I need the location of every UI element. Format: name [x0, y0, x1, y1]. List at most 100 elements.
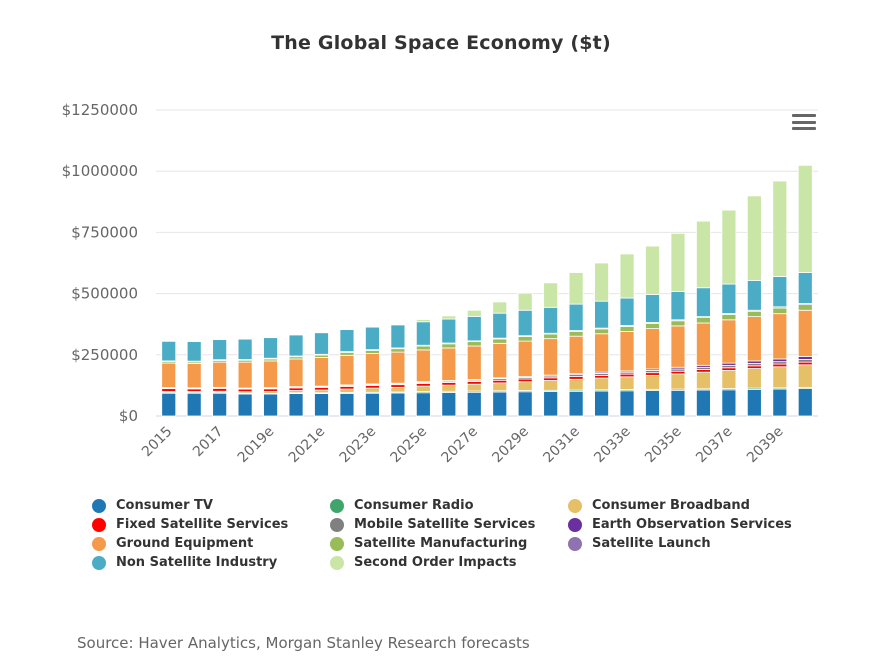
bar-stack-2033e[interactable] [619, 253, 635, 417]
bar-segment-second-order-impacts[interactable] [645, 245, 660, 295]
bar-segment-ground-equipment[interactable] [339, 354, 355, 386]
bar-segment-ground-equipment[interactable] [543, 338, 559, 376]
bar-segment-consumer-tv[interactable] [263, 393, 278, 417]
bar-segment-ground-equipment[interactable] [390, 351, 406, 384]
bar-segment-consumer-broadband[interactable] [415, 385, 431, 392]
legend-item-fixed-satellite-services[interactable]: Fixed Satellite Services [92, 517, 288, 532]
bar-stack-2036e[interactable] [696, 220, 711, 417]
bar-segment-fixed-satellite-services[interactable] [288, 387, 304, 391]
bar-stack-2020e[interactable] [288, 334, 304, 417]
bar-segment-consumer-broadband[interactable] [441, 384, 457, 392]
legend-item-satellite-launch[interactable]: Satellite Launch [568, 536, 711, 551]
bar-segment-non-satellite-industry[interactable] [339, 329, 355, 353]
bar-segment-second-order-impacts[interactable] [441, 315, 457, 320]
bar-segment-consumer-tv[interactable] [237, 393, 253, 417]
bar-segment-second-order-impacts[interactable] [619, 253, 635, 299]
bar-segment-fixed-satellite-services[interactable] [492, 379, 508, 384]
bar-segment-ground-equipment[interactable] [212, 361, 228, 388]
bar-segment-consumer-broadband[interactable] [568, 378, 584, 391]
bar-segment-fixed-satellite-services[interactable] [746, 365, 762, 369]
bar-segment-ground-equipment[interactable] [492, 342, 508, 379]
bar-segment-ground-equipment[interactable] [696, 322, 711, 366]
bar-segment-ground-equipment[interactable] [746, 316, 762, 362]
bar-segment-fixed-satellite-services[interactable] [797, 361, 813, 366]
bar-segment-non-satellite-industry[interactable] [721, 283, 737, 314]
bar-segment-satellite-manufacturing[interactable] [517, 336, 533, 342]
bar-segment-consumer-tv[interactable] [721, 389, 737, 417]
legend-item-second-order-impacts[interactable]: Second Order Impacts [330, 555, 517, 570]
bar-stack-2030e[interactable] [543, 282, 559, 417]
bar-segment-non-satellite-industry[interactable] [441, 318, 457, 344]
bar-segment-consumer-tv[interactable] [339, 393, 355, 417]
bar-segment-ground-equipment[interactable] [670, 325, 686, 368]
bar-segment-consumer-tv[interactable] [517, 391, 533, 417]
bar-segment-second-order-impacts[interactable] [721, 209, 737, 285]
bar-segment-fixed-satellite-services[interactable] [314, 386, 329, 391]
bar-stack-2027e[interactable] [466, 309, 482, 417]
bar-segment-non-satellite-industry[interactable] [619, 297, 635, 326]
bar-segment-consumer-broadband[interactable] [365, 387, 380, 393]
bar-segment-satellite-manufacturing[interactable] [492, 338, 508, 344]
bar-segment-second-order-impacts[interactable] [696, 220, 711, 289]
bar-segment-consumer-broadband[interactable] [594, 377, 609, 391]
bar-segment-ground-equipment[interactable] [721, 319, 737, 364]
bar-stack-2021e[interactable] [314, 332, 329, 417]
legend-item-satellite-manufacturing[interactable]: Satellite Manufacturing [330, 536, 527, 551]
bar-segment-second-order-impacts[interactable] [568, 272, 584, 305]
bar-segment-fixed-satellite-services[interactable] [721, 367, 737, 371]
bar-segment-fixed-satellite-services[interactable] [772, 363, 788, 368]
bar-segment-second-order-impacts[interactable] [772, 180, 788, 277]
bar-segment-non-satellite-industry[interactable] [797, 272, 813, 304]
bar-stack-2022e[interactable] [339, 329, 355, 417]
bar-segment-satellite-manufacturing[interactable] [746, 310, 762, 318]
bar-segment-consumer-tv[interactable] [186, 392, 202, 417]
legend-item-consumer-radio[interactable]: Consumer Radio [330, 498, 474, 513]
bar-segment-non-satellite-industry[interactable] [492, 312, 508, 339]
bar-segment-satellite-manufacturing[interactable] [619, 326, 635, 332]
bar-stack-2026e[interactable] [441, 315, 457, 417]
bar-segment-non-satellite-industry[interactable] [670, 290, 686, 321]
bar-segment-non-satellite-industry[interactable] [161, 340, 177, 362]
bar-segment-consumer-broadband[interactable] [772, 366, 788, 389]
bar-segment-consumer-tv[interactable] [288, 393, 304, 417]
bar-segment-consumer-tv[interactable] [314, 393, 329, 417]
bar-segment-consumer-tv[interactable] [161, 392, 177, 417]
bar-stack-2040e[interactable] [797, 164, 813, 417]
bar-segment-second-order-impacts[interactable] [543, 282, 559, 308]
bar-segment-non-satellite-industry[interactable] [390, 324, 406, 349]
bar-stack-2038e[interactable] [746, 195, 762, 417]
bar-segment-non-satellite-industry[interactable] [314, 332, 329, 355]
legend-item-consumer-tv[interactable]: Consumer TV [92, 498, 213, 513]
bar-segment-non-satellite-industry[interactable] [696, 287, 711, 318]
bar-segment-consumer-tv[interactable] [212, 392, 228, 417]
bar-segment-non-satellite-industry[interactable] [237, 338, 253, 360]
bar-segment-consumer-broadband[interactable] [492, 382, 508, 392]
bar-segment-consumer-tv[interactable] [543, 391, 559, 417]
bar-stack-2037e[interactable] [721, 209, 737, 417]
bar-segment-satellite-manufacturing[interactable] [568, 330, 584, 337]
bar-segment-earth-observation-services[interactable] [772, 358, 788, 363]
bar-segment-consumer-broadband[interactable] [390, 386, 406, 393]
bar-segment-fixed-satellite-services[interactable] [645, 372, 660, 376]
bar-segment-satellite-manufacturing[interactable] [721, 314, 737, 321]
bar-stack-2015[interactable] [161, 340, 177, 417]
bar-segment-consumer-broadband[interactable] [746, 368, 762, 389]
bar-segment-ground-equipment[interactable] [645, 328, 660, 370]
bar-segment-consumer-tv[interactable] [619, 390, 635, 417]
bar-stack-2034e[interactable] [645, 245, 660, 417]
legend-item-earth-observation-services[interactable]: Earth Observation Services [568, 517, 792, 532]
bar-segment-satellite-manufacturing[interactable] [415, 345, 431, 351]
bar-segment-non-satellite-industry[interactable] [365, 326, 380, 351]
bar-segment-ground-equipment[interactable] [314, 357, 329, 387]
bar-segment-consumer-broadband[interactable] [517, 381, 533, 391]
bar-segment-consumer-tv[interactable] [670, 389, 686, 417]
legend-item-consumer-broadband[interactable]: Consumer Broadband [568, 498, 750, 513]
bar-segment-consumer-broadband[interactable] [339, 388, 355, 393]
bar-segment-second-order-impacts[interactable] [670, 232, 686, 292]
bar-segment-earth-observation-services[interactable] [797, 356, 813, 360]
bar-segment-second-order-impacts[interactable] [746, 195, 762, 281]
bar-stack-2017[interactable] [212, 339, 228, 417]
bar-segment-consumer-tv[interactable] [466, 391, 482, 417]
bar-segment-satellite-manufacturing[interactable] [466, 341, 482, 347]
bar-segment-fixed-satellite-services[interactable] [263, 388, 278, 392]
